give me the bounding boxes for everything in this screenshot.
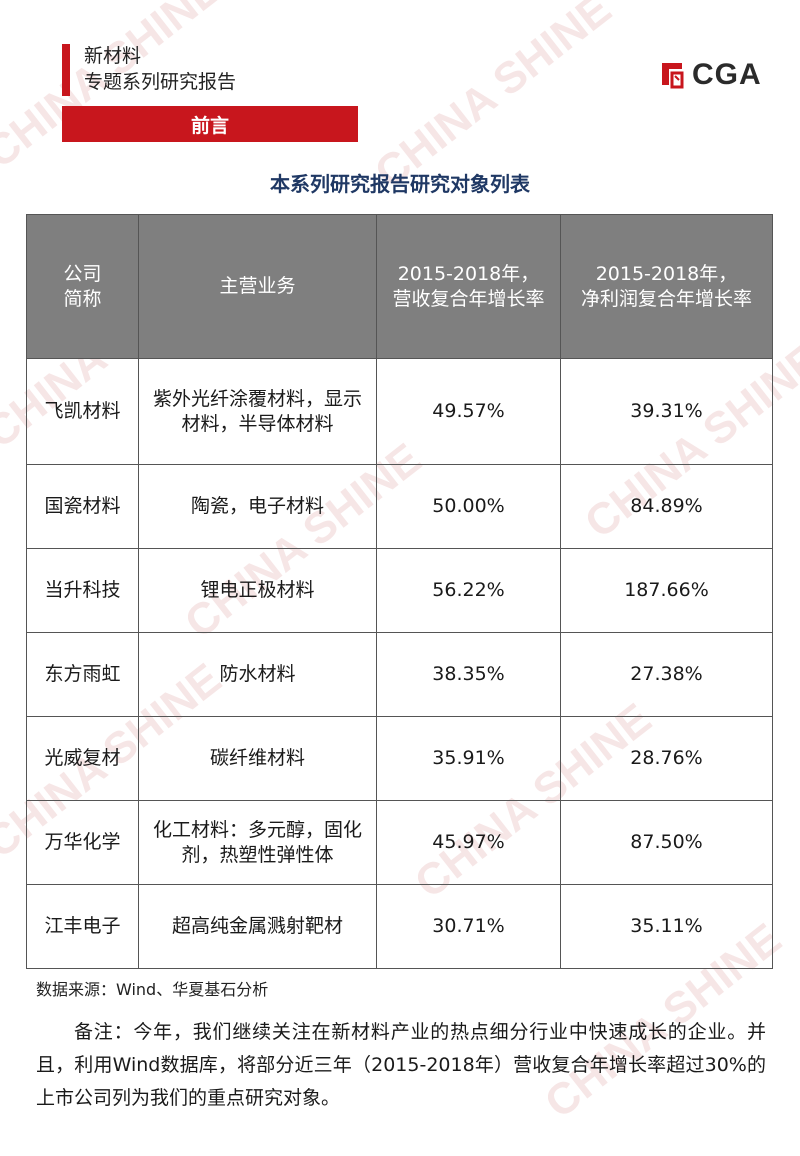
- cell-business: 超高纯金属溅射靶材: [138, 884, 377, 969]
- cell-revenue-cagr: 38.35%: [376, 632, 561, 717]
- cell-company: 江丰电子: [26, 884, 139, 969]
- table-row: 光威复材 碳纤维材料 35.91% 28.76%: [26, 716, 773, 801]
- note-paragraph: 备注：今年，我们继续关注在新材料产业的热点细分行业中快速成长的企业。并且，利用W…: [36, 1021, 766, 1109]
- header-profit-cagr: 2015-2018年， 净利润复合年增长率: [560, 214, 773, 359]
- cell-revenue-cagr: 45.97%: [376, 800, 561, 885]
- table-row: 东方雨虹 防水材料 38.35% 27.38%: [26, 632, 773, 717]
- cell-company: 国瓷材料: [26, 464, 139, 549]
- cell-business: 紫外光纤涂覆材料，显示材料，半导体材料: [138, 358, 377, 465]
- cga-logo-mark-icon: [662, 63, 684, 89]
- cga-logo: CGA: [658, 58, 762, 92]
- cell-business: 碳纤维材料: [138, 716, 377, 801]
- table-title: 本系列研究报告研究对象列表: [270, 172, 530, 196]
- cell-company: 飞凯材料: [26, 358, 139, 465]
- report-series: 新材料: [84, 45, 142, 67]
- cell-business: 锂电正极材料: [138, 548, 377, 633]
- cell-profit-cagr: 39.31%: [560, 358, 773, 465]
- cell-revenue-cagr: 49.57%: [376, 358, 561, 465]
- header-company: 公司 简称: [26, 214, 139, 359]
- cell-revenue-cagr: 56.22%: [376, 548, 561, 633]
- cell-company: 万华化学: [26, 800, 139, 885]
- cell-business: 化工材料：多元醇，固化剂，热塑性弹性体: [138, 800, 377, 885]
- cell-business: 防水材料: [138, 632, 377, 717]
- table-row: 飞凯材料 紫外光纤涂覆材料，显示材料，半导体材料 49.57% 39.31%: [26, 358, 773, 465]
- cell-revenue-cagr: 35.91%: [376, 716, 561, 801]
- cell-company: 东方雨虹: [26, 632, 139, 717]
- table-row: 万华化学 化工材料：多元醇，固化剂，热塑性弹性体 45.97% 87.50%: [26, 800, 773, 885]
- cell-profit-cagr: 28.76%: [560, 716, 773, 801]
- cell-company: 光威复材: [26, 716, 139, 801]
- header-revenue-cagr: 2015-2018年， 营收复合年增长率: [376, 214, 561, 359]
- cell-profit-cagr: 27.38%: [560, 632, 773, 717]
- header-business: 主营业务: [138, 214, 377, 359]
- table-header-row: 公司 简称 主营业务 2015-2018年， 营收复合年增长率 2015-201…: [26, 214, 773, 359]
- cell-profit-cagr: 35.11%: [560, 884, 773, 969]
- table-row: 当升科技 锂电正极材料 56.22% 187.66%: [26, 548, 773, 633]
- cell-profit-cagr: 187.66%: [560, 548, 773, 633]
- data-source: 数据来源：Wind、华夏基石分析: [36, 980, 269, 999]
- header-accent-bar: [62, 44, 70, 96]
- cell-company: 当升科技: [26, 548, 139, 633]
- companies-table: 公司 简称 主营业务 2015-2018年， 营收复合年增长率 2015-201…: [26, 214, 773, 969]
- section-band: 前言: [62, 106, 358, 142]
- section-label: 前言: [190, 114, 229, 137]
- cell-business: 陶瓷，电子材料: [138, 464, 377, 549]
- table-row: 国瓷材料 陶瓷，电子材料 50.00% 84.89%: [26, 464, 773, 549]
- cell-profit-cagr: 84.89%: [560, 464, 773, 549]
- logo-text: CGA: [692, 58, 762, 91]
- report-subtitle: 专题系列研究报告: [84, 71, 237, 93]
- cell-revenue-cagr: 50.00%: [376, 464, 561, 549]
- table-row: 江丰电子 超高纯金属溅射靶材 30.71% 35.11%: [26, 884, 773, 969]
- cell-revenue-cagr: 30.71%: [376, 884, 561, 969]
- cell-profit-cagr: 87.50%: [560, 800, 773, 885]
